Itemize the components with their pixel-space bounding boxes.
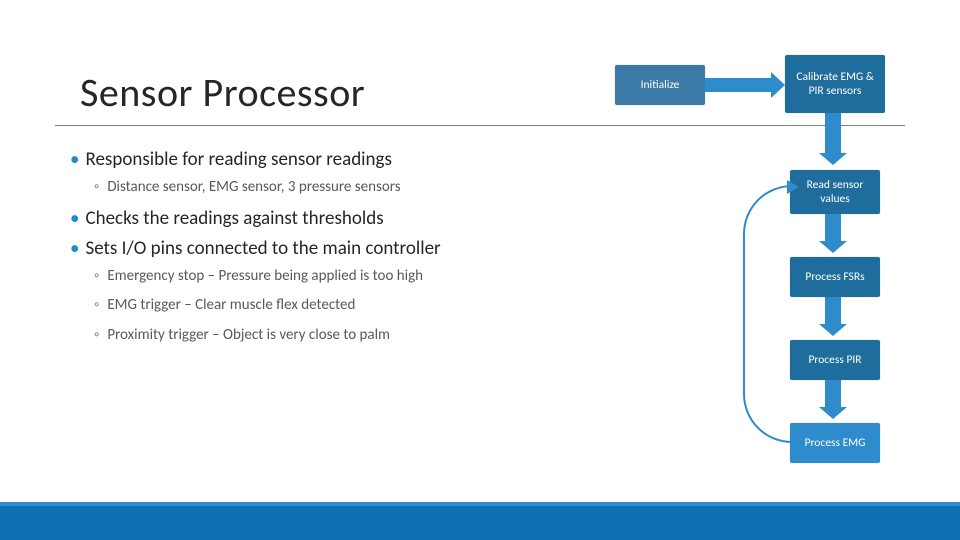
flow-node-emg: Process EMG xyxy=(790,423,880,463)
bullet-text: Emergency stop – Pressure being applied … xyxy=(107,267,423,287)
flow-arrow-down xyxy=(823,214,843,253)
bullet-icon: ◦ xyxy=(94,267,99,287)
flowchart: InitializeCalibrate EMG & PIR sensorsRea… xyxy=(575,65,915,495)
bullet-icon: • xyxy=(70,237,79,261)
flow-loop-back xyxy=(743,185,792,443)
flow-arrow-down xyxy=(823,297,843,336)
flow-arrow-right xyxy=(705,76,785,94)
flow-node-init: Initialize xyxy=(615,65,705,105)
bullet-icon: ◦ xyxy=(94,296,99,316)
bullet-icon: • xyxy=(70,207,79,231)
bullet-icon: ◦ xyxy=(94,178,99,198)
bullet-text: Checks the readings against thresholds xyxy=(85,207,383,231)
flow-node-calib: Calibrate EMG & PIR sensors xyxy=(785,55,885,113)
list-item: ◦ Distance sensor, EMG sensor, 3 pressure… xyxy=(94,178,490,198)
list-item: ◦ EMG trigger – Clear muscle flex detecte… xyxy=(94,296,490,316)
list-item: ◦ Proximity trigger – Object is very clos… xyxy=(94,326,490,346)
flow-node-pir: Process PIR xyxy=(790,340,880,380)
bullet-text: Proximity trigger – Object is very close… xyxy=(107,326,390,346)
flow-node-read: Read sensor values xyxy=(790,170,880,214)
bullet-content: •Responsible for reading sensor readings… xyxy=(70,148,490,355)
bullet-text: EMG trigger – Clear muscle flex detected xyxy=(107,296,355,316)
flow-arrow-down xyxy=(823,113,843,165)
list-item: •Checks the readings against thresholds xyxy=(70,207,490,231)
list-item: •Sets I/O pins connected to the main con… xyxy=(70,237,490,261)
bullet-icon: ◦ xyxy=(94,326,99,346)
bottom-bar xyxy=(0,506,960,540)
list-item: •Responsible for reading sensor readings xyxy=(70,148,490,172)
bullet-text: Distance sensor, EMG sensor, 3 pressure … xyxy=(107,178,400,198)
flow-loop-head xyxy=(787,180,799,194)
bullet-text: Responsible for reading sensor readings xyxy=(85,148,391,172)
flow-node-fsr: Process FSRs xyxy=(790,257,880,297)
page-title: Sensor Processor xyxy=(80,68,365,117)
bullet-text: Sets I/O pins connected to the main cont… xyxy=(85,237,440,261)
slide: Sensor Processor •Responsible for readin… xyxy=(0,0,960,540)
flow-arrow-down xyxy=(823,380,843,419)
list-item: ◦ Emergency stop – Pressure being applied… xyxy=(94,267,490,287)
bullet-icon: • xyxy=(70,148,79,172)
